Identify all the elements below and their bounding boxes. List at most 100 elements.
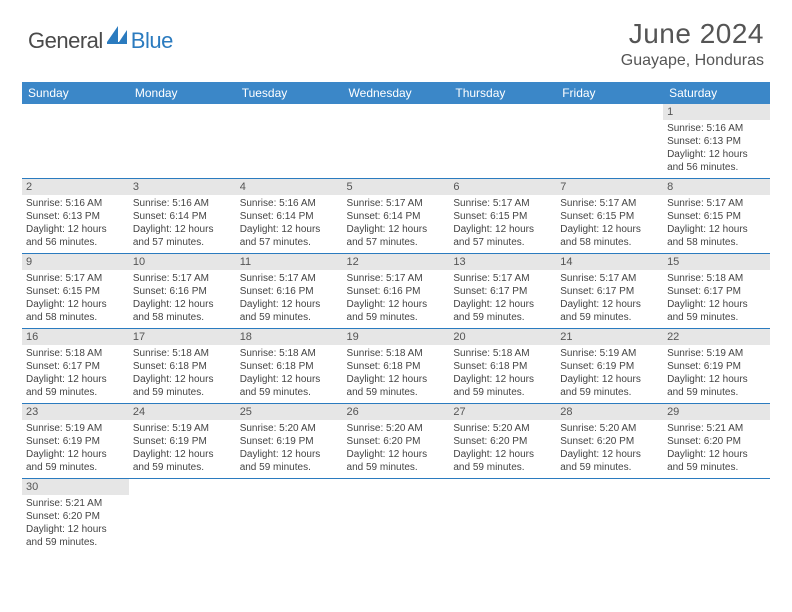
sunrise-line: Sunrise: 5:17 AM: [240, 272, 339, 285]
sunset-line: Sunset: 6:18 PM: [453, 360, 552, 373]
day-details: Sunrise: 5:16 AMSunset: 6:13 PMDaylight:…: [663, 120, 770, 178]
day-number: 7: [556, 179, 663, 195]
day-number: 18: [236, 329, 343, 345]
weekday-header: Thursday: [449, 82, 556, 104]
day-cell: 22Sunrise: 5:19 AMSunset: 6:19 PMDayligh…: [663, 329, 770, 404]
day-number: 10: [129, 254, 236, 270]
sunset-line: Sunset: 6:16 PM: [240, 285, 339, 298]
day-details: Sunrise: 5:18 AMSunset: 6:18 PMDaylight:…: [343, 345, 450, 403]
day-details: Sunrise: 5:17 AMSunset: 6:17 PMDaylight:…: [449, 270, 556, 328]
day-cell: 26Sunrise: 5:20 AMSunset: 6:20 PMDayligh…: [343, 404, 450, 479]
sunset-line: Sunset: 6:18 PM: [347, 360, 446, 373]
day-cell: 4Sunrise: 5:16 AMSunset: 6:14 PMDaylight…: [236, 179, 343, 254]
sunset-line: Sunset: 6:14 PM: [240, 210, 339, 223]
day-number: 24: [129, 404, 236, 420]
day-cell: 10Sunrise: 5:17 AMSunset: 6:16 PMDayligh…: [129, 254, 236, 329]
sunrise-line: Sunrise: 5:20 AM: [240, 422, 339, 435]
sunset-line: Sunset: 6:17 PM: [453, 285, 552, 298]
day-cell: 8Sunrise: 5:17 AMSunset: 6:15 PMDaylight…: [663, 179, 770, 254]
sunset-line: Sunset: 6:14 PM: [347, 210, 446, 223]
daylight-line: Daylight: 12 hours and 57 minutes.: [347, 223, 446, 249]
sunrise-line: Sunrise: 5:21 AM: [26, 497, 125, 510]
sunrise-line: Sunrise: 5:19 AM: [133, 422, 232, 435]
daylight-line: Daylight: 12 hours and 58 minutes.: [26, 298, 125, 324]
day-cell: 11Sunrise: 5:17 AMSunset: 6:16 PMDayligh…: [236, 254, 343, 329]
daylight-line: Daylight: 12 hours and 59 minutes.: [26, 373, 125, 399]
daylight-line: Daylight: 12 hours and 59 minutes.: [560, 448, 659, 474]
day-details: Sunrise: 5:21 AMSunset: 6:20 PMDaylight:…: [663, 420, 770, 478]
daylight-line: Daylight: 12 hours and 59 minutes.: [133, 448, 232, 474]
weekday-header: Wednesday: [343, 82, 450, 104]
day-details: Sunrise: 5:17 AMSunset: 6:16 PMDaylight:…: [129, 270, 236, 328]
daylight-line: Daylight: 12 hours and 59 minutes.: [347, 298, 446, 324]
daylight-line: Daylight: 12 hours and 58 minutes.: [133, 298, 232, 324]
day-cell: 13Sunrise: 5:17 AMSunset: 6:17 PMDayligh…: [449, 254, 556, 329]
day-number: 20: [449, 329, 556, 345]
sunset-line: Sunset: 6:15 PM: [453, 210, 552, 223]
day-details: Sunrise: 5:20 AMSunset: 6:20 PMDaylight:…: [449, 420, 556, 478]
day-number: 25: [236, 404, 343, 420]
day-details: Sunrise: 5:17 AMSunset: 6:17 PMDaylight:…: [556, 270, 663, 328]
daylight-line: Daylight: 12 hours and 59 minutes.: [560, 373, 659, 399]
calendar-week-row: 9Sunrise: 5:17 AMSunset: 6:15 PMDaylight…: [22, 254, 770, 329]
day-cell: 16Sunrise: 5:18 AMSunset: 6:17 PMDayligh…: [22, 329, 129, 404]
sunrise-line: Sunrise: 5:17 AM: [133, 272, 232, 285]
sunrise-line: Sunrise: 5:19 AM: [26, 422, 125, 435]
sunrise-line: Sunrise: 5:16 AM: [133, 197, 232, 210]
day-details: Sunrise: 5:18 AMSunset: 6:17 PMDaylight:…: [663, 270, 770, 328]
sunset-line: Sunset: 6:16 PM: [347, 285, 446, 298]
day-details: Sunrise: 5:17 AMSunset: 6:15 PMDaylight:…: [663, 195, 770, 253]
daylight-line: Daylight: 12 hours and 59 minutes.: [453, 298, 552, 324]
day-cell: 29Sunrise: 5:21 AMSunset: 6:20 PMDayligh…: [663, 404, 770, 479]
day-details: Sunrise: 5:17 AMSunset: 6:16 PMDaylight:…: [343, 270, 450, 328]
daylight-line: Daylight: 12 hours and 59 minutes.: [133, 373, 232, 399]
sunrise-line: Sunrise: 5:18 AM: [26, 347, 125, 360]
day-number: 15: [663, 254, 770, 270]
day-number: 21: [556, 329, 663, 345]
day-number: 27: [449, 404, 556, 420]
day-number: 9: [22, 254, 129, 270]
day-number: 4: [236, 179, 343, 195]
day-cell: 17Sunrise: 5:18 AMSunset: 6:18 PMDayligh…: [129, 329, 236, 404]
day-number: 22: [663, 329, 770, 345]
day-details: Sunrise: 5:20 AMSunset: 6:20 PMDaylight:…: [343, 420, 450, 478]
daylight-line: Daylight: 12 hours and 58 minutes.: [667, 223, 766, 249]
logo-text-blue: Blue: [131, 28, 173, 54]
sunrise-line: Sunrise: 5:18 AM: [453, 347, 552, 360]
sunset-line: Sunset: 6:20 PM: [667, 435, 766, 448]
logo-text-general: General: [28, 28, 103, 54]
day-cell: [343, 479, 450, 554]
sunrise-line: Sunrise: 5:17 AM: [453, 197, 552, 210]
sunset-line: Sunset: 6:18 PM: [240, 360, 339, 373]
day-number: 8: [663, 179, 770, 195]
sunrise-line: Sunrise: 5:17 AM: [667, 197, 766, 210]
sunrise-line: Sunrise: 5:21 AM: [667, 422, 766, 435]
title-block: June 2024 Guayape, Honduras: [621, 18, 764, 70]
day-cell: 3Sunrise: 5:16 AMSunset: 6:14 PMDaylight…: [129, 179, 236, 254]
day-details: Sunrise: 5:17 AMSunset: 6:14 PMDaylight:…: [343, 195, 450, 253]
sunset-line: Sunset: 6:17 PM: [26, 360, 125, 373]
daylight-line: Daylight: 12 hours and 58 minutes.: [560, 223, 659, 249]
sunset-line: Sunset: 6:18 PM: [133, 360, 232, 373]
day-cell: 2Sunrise: 5:16 AMSunset: 6:13 PMDaylight…: [22, 179, 129, 254]
month-title: June 2024: [621, 18, 764, 50]
sunset-line: Sunset: 6:20 PM: [26, 510, 125, 523]
sunrise-line: Sunrise: 5:20 AM: [347, 422, 446, 435]
daylight-line: Daylight: 12 hours and 59 minutes.: [240, 373, 339, 399]
day-cell: [449, 479, 556, 554]
day-cell: 6Sunrise: 5:17 AMSunset: 6:15 PMDaylight…: [449, 179, 556, 254]
day-cell: 23Sunrise: 5:19 AMSunset: 6:19 PMDayligh…: [22, 404, 129, 479]
sunrise-line: Sunrise: 5:18 AM: [133, 347, 232, 360]
daylight-line: Daylight: 12 hours and 59 minutes.: [453, 373, 552, 399]
day-details: Sunrise: 5:21 AMSunset: 6:20 PMDaylight:…: [22, 495, 129, 553]
day-cell: 7Sunrise: 5:17 AMSunset: 6:15 PMDaylight…: [556, 179, 663, 254]
day-details: Sunrise: 5:17 AMSunset: 6:16 PMDaylight:…: [236, 270, 343, 328]
sunset-line: Sunset: 6:17 PM: [667, 285, 766, 298]
day-cell: 9Sunrise: 5:17 AMSunset: 6:15 PMDaylight…: [22, 254, 129, 329]
calendar-week-row: 16Sunrise: 5:18 AMSunset: 6:17 PMDayligh…: [22, 329, 770, 404]
sunrise-line: Sunrise: 5:16 AM: [26, 197, 125, 210]
calendar-week-row: 23Sunrise: 5:19 AMSunset: 6:19 PMDayligh…: [22, 404, 770, 479]
logo: General Blue: [28, 18, 173, 55]
sunrise-line: Sunrise: 5:17 AM: [347, 197, 446, 210]
daylight-line: Daylight: 12 hours and 59 minutes.: [240, 448, 339, 474]
